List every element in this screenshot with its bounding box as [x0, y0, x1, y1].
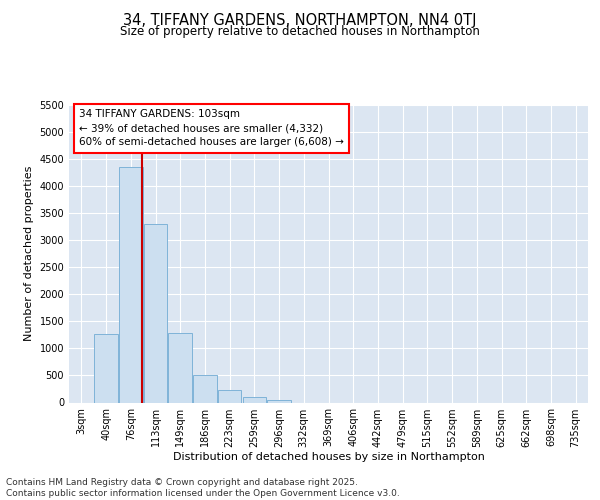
Bar: [242, 397, 266, 402]
Bar: [169, 334, 192, 402]
X-axis label: Distribution of detached houses by size in Northampton: Distribution of detached houses by size …: [173, 452, 484, 462]
Text: 34 TIFFANY GARDENS: 103sqm
← 39% of detached houses are smaller (4,332)
60% of s: 34 TIFFANY GARDENS: 103sqm ← 39% of deta…: [79, 110, 344, 148]
Bar: [144, 224, 167, 402]
Text: 34, TIFFANY GARDENS, NORTHAMPTON, NN4 0TJ: 34, TIFFANY GARDENS, NORTHAMPTON, NN4 0T…: [123, 12, 477, 28]
Bar: [218, 390, 241, 402]
Text: Size of property relative to detached houses in Northampton: Size of property relative to detached ho…: [120, 25, 480, 38]
Bar: [94, 334, 118, 402]
Y-axis label: Number of detached properties: Number of detached properties: [24, 166, 34, 342]
Text: Contains HM Land Registry data © Crown copyright and database right 2025.
Contai: Contains HM Land Registry data © Crown c…: [6, 478, 400, 498]
Bar: [193, 376, 217, 402]
Bar: [119, 167, 143, 402]
Bar: [268, 400, 291, 402]
